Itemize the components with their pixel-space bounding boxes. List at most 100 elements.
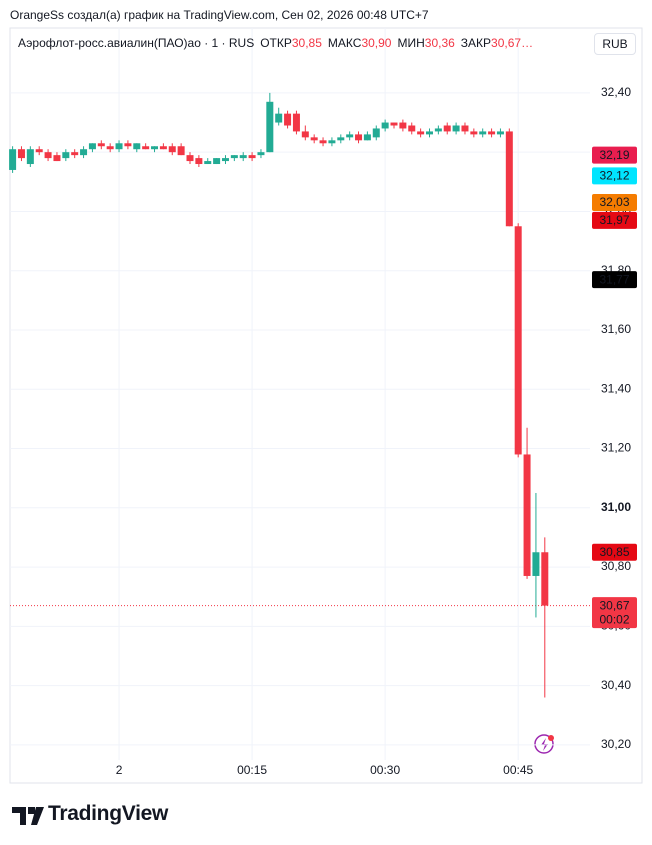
- legend-key: ОТКР: [260, 36, 292, 50]
- candle-body: [204, 161, 212, 165]
- candle-body: [328, 140, 336, 144]
- candle-body: [319, 140, 327, 144]
- candle-body: [479, 131, 487, 135]
- lightning-icon: [534, 734, 554, 754]
- candle-body: [505, 131, 513, 227]
- candle-body: [417, 131, 425, 135]
- price-label: 31,77: [599, 272, 629, 286]
- price-label: 32,12: [599, 169, 629, 183]
- candle-body: [408, 125, 416, 132]
- logo: [12, 807, 44, 825]
- price-label-box: [592, 146, 637, 164]
- header: OrangeSs создал(а) график на TradingView…: [10, 8, 429, 22]
- candle-body: [35, 149, 43, 153]
- x-tick-label: 00:45: [503, 763, 533, 777]
- y-tick-label: 31,00: [601, 500, 631, 514]
- candle-body: [532, 552, 540, 576]
- y-tick-label: 30,40: [601, 678, 631, 692]
- candle-body: [470, 131, 478, 135]
- legend-value: 30,85: [291, 36, 322, 50]
- legend-value: 30,90: [361, 36, 392, 50]
- price-label: 31,97: [599, 213, 629, 227]
- candle-body: [292, 113, 300, 132]
- candle-body: [266, 101, 274, 153]
- candle-body: [523, 454, 531, 576]
- candle-body: [142, 146, 150, 150]
- price-label-box: [592, 211, 637, 229]
- legend: Аэрофлот-росс.авиалин(ПАО)ао · 1 · RUS ОТ…: [18, 36, 539, 50]
- candle-body: [541, 552, 549, 606]
- x-tick-label: 00:30: [370, 763, 400, 777]
- candle-body: [53, 155, 61, 162]
- candle-body: [26, 149, 34, 165]
- candle-body: [461, 125, 469, 132]
- candle-body: [363, 134, 371, 141]
- y-tick-label: 31,20: [601, 441, 631, 455]
- legend-key: МАКС: [327, 36, 362, 50]
- candle-body: [355, 134, 363, 141]
- candle-body: [44, 152, 52, 159]
- candle-body: [390, 122, 398, 126]
- candle-body: [434, 128, 442, 132]
- y-tick-label: 32,40: [601, 85, 631, 99]
- candle-body: [248, 155, 256, 159]
- candle-body: [159, 146, 167, 150]
- candle-body: [9, 149, 17, 170]
- legend-key: ЗАКР: [460, 36, 492, 50]
- candle-body: [452, 125, 460, 132]
- candle-body: [97, 143, 105, 147]
- candle-body: [186, 155, 194, 162]
- candle-body: [346, 134, 354, 138]
- candle-body: [230, 155, 238, 159]
- candle-body: [221, 158, 229, 162]
- candle-body: [151, 146, 159, 150]
- candle-body: [425, 131, 433, 135]
- price-label-box: [592, 271, 637, 289]
- currency-button[interactable]: RUB: [594, 33, 636, 55]
- symbol: Аэрофлот-росс.авиалин(ПАО)ао · 1 · RUS: [18, 36, 255, 50]
- candle-body: [381, 122, 389, 129]
- candle-body: [124, 143, 132, 147]
- candle-body: [88, 143, 96, 150]
- candle-body: [177, 146, 185, 156]
- candle-body: [284, 113, 292, 126]
- countdown: 00:02: [599, 612, 629, 626]
- legend-value: 30,36: [424, 36, 455, 50]
- price-label: 30,85: [599, 545, 629, 559]
- candle-body: [443, 125, 451, 132]
- candle-body: [133, 143, 141, 150]
- legend-value: 30,67…: [491, 36, 534, 50]
- x-tick-label: 00:15: [237, 763, 267, 777]
- candle-body: [488, 131, 496, 135]
- price-label-box: [592, 194, 637, 212]
- y-tick-label: 30,20: [601, 737, 631, 751]
- candle-body: [496, 131, 504, 135]
- candle-body: [239, 155, 247, 159]
- candle-body: [62, 152, 70, 159]
- candle-body: [514, 226, 522, 455]
- candle-body: [275, 113, 283, 123]
- candle-body: [115, 143, 123, 150]
- candle-body: [310, 137, 318, 141]
- price-label-box: [592, 167, 637, 185]
- x-tick-label: 2: [116, 763, 123, 777]
- price-label: 32,03: [599, 195, 629, 209]
- legend-key: МИН: [397, 36, 425, 50]
- candle-body: [301, 131, 309, 138]
- y-tick-label: 30,80: [601, 559, 631, 573]
- last-price-box: [592, 597, 637, 629]
- price-label-box: [592, 543, 637, 561]
- chart-frame: [9, 27, 643, 784]
- candle-body: [257, 152, 265, 156]
- candle-body: [106, 146, 114, 150]
- candle-body: [399, 122, 407, 129]
- candle-body: [17, 149, 25, 159]
- candle-body: [71, 152, 79, 156]
- candle-body: [372, 128, 380, 138]
- last-price-label: 30,67: [599, 598, 629, 612]
- candle-body: [213, 158, 221, 165]
- y-tick-label: 31,60: [601, 322, 631, 336]
- candle-body: [337, 137, 345, 141]
